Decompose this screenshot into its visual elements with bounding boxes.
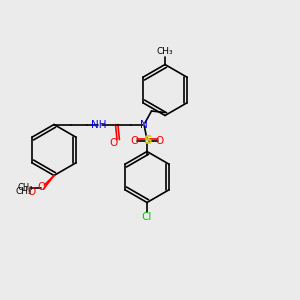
Text: NH: NH: [91, 119, 107, 130]
Text: Cl: Cl: [142, 212, 152, 223]
Text: S: S: [143, 134, 151, 148]
Text: CH₃: CH₃: [18, 183, 33, 192]
Text: O: O: [38, 182, 46, 193]
Text: CH₃: CH₃: [15, 188, 31, 196]
Text: N: N: [140, 119, 148, 130]
Text: O: O: [156, 136, 164, 146]
Text: CH₃: CH₃: [157, 46, 173, 56]
Text: O: O: [27, 187, 36, 197]
Text: O: O: [130, 136, 138, 146]
Text: O: O: [110, 138, 118, 148]
